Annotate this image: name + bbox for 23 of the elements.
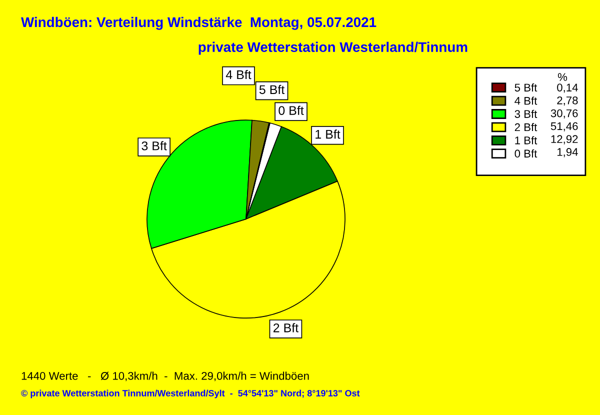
- legend-title: %: [558, 73, 568, 81]
- data-label: 51,46: [550, 122, 578, 132]
- chart-subtitle: private Wetterstation Westerland/Tinnum: [198, 42, 468, 55]
- text: 1440 Werte - Ø 10,3km/h - Max. 29,0km/h = Windböen: [22, 372, 309, 382]
- data-label: 30,76: [550, 109, 578, 119]
- slice-label: 3 Bft: [142, 141, 167, 150]
- legend-label: 4 Bft: [514, 96, 538, 105]
- data-label: 12,92: [551, 135, 578, 144]
- legend-label: 1 Bft: [515, 136, 538, 144]
- text: © private Wetterstation Tinnum/Westerland/Sylt - 54°54'13" Nord; 8°19'13" Ost: [21, 390, 360, 398]
- slice-label: 5 Bft: [259, 84, 285, 94]
- data-label: 1,94: [557, 148, 578, 158]
- legend-label: 5 Bft: [514, 83, 538, 92]
- slice-label: 1 Bft: [316, 130, 340, 139]
- slice-label: 2 Bft: [274, 323, 298, 332]
- legend-label: 2 Bft: [514, 123, 538, 132]
- chart-title: Windböen: Verteilung Windstärke Montag, 05.07.2021: [21, 16, 376, 30]
- legend-label: 3 Bft: [514, 110, 538, 118]
- legend-label: 0 Bft: [514, 149, 538, 158]
- slice-label: 0 Bft: [278, 106, 304, 115]
- data-label: 2,78: [557, 96, 578, 106]
- data-label: 0,14: [557, 84, 578, 93]
- slice-label: 4 Bft: [226, 70, 252, 80]
